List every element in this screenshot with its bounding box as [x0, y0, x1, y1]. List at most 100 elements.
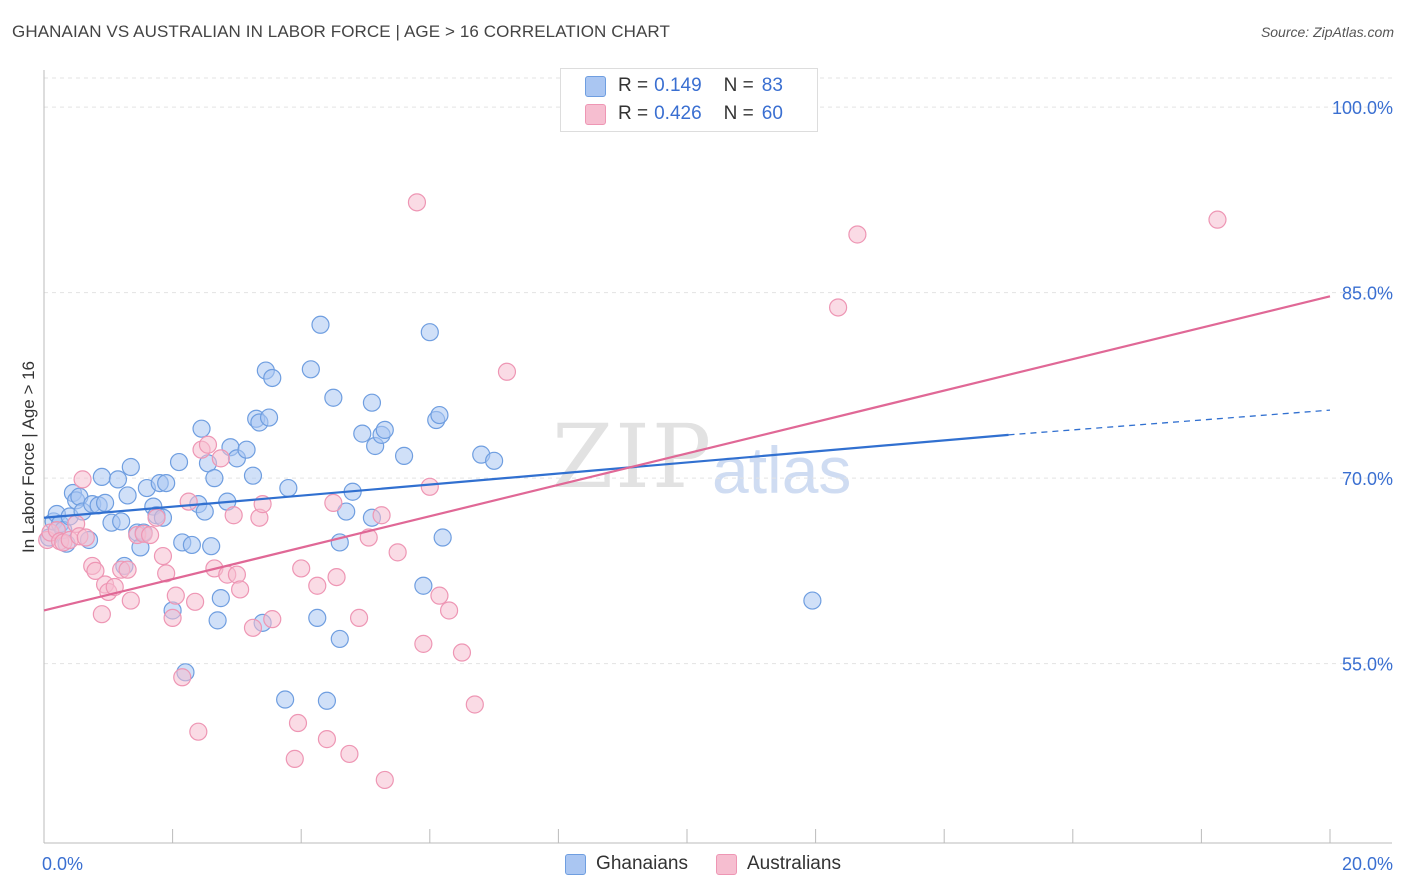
australian-point	[430, 586, 449, 605]
australian-point	[157, 564, 176, 583]
australian-point	[1208, 210, 1227, 229]
series-label-australians: Australians	[746, 853, 841, 874]
ghanaian-point	[330, 629, 349, 649]
chart-title: GHANAIAN VS AUSTRALIAN IN LABOR FORCE | …	[12, 22, 670, 41]
australian-point	[420, 477, 439, 496]
australian-trend-line	[43, 295, 1331, 612]
series-swatch-australians	[715, 853, 737, 875]
ghanaian-point	[243, 466, 263, 485]
series-legend: Ghanaians Australians	[0, 850, 1406, 878]
australian-point	[263, 610, 282, 629]
australian-point	[243, 618, 263, 637]
series-legend-australians[interactable]: Australians	[715, 853, 841, 875]
australian-point	[414, 634, 433, 653]
australian-point	[375, 770, 394, 790]
ghanaian-point	[420, 323, 439, 342]
australian-point	[372, 506, 391, 525]
x-tick-label: 20.0%	[1342, 854, 1393, 874]
ghanaian-point	[301, 360, 320, 379]
ghanaian-point	[324, 388, 343, 407]
ghanaian-point	[279, 478, 298, 498]
australian-point	[285, 749, 304, 768]
ghanaian-trend-extension	[1008, 409, 1331, 436]
ghanaian-point	[353, 424, 372, 443]
ghanaian-point	[108, 470, 128, 489]
australian-point	[292, 559, 311, 578]
australian-point	[497, 362, 517, 381]
y-tick-label: 70.0%	[1342, 469, 1393, 489]
australian-point	[186, 592, 205, 611]
australian-point	[166, 586, 185, 605]
australian-point	[211, 449, 230, 468]
ghanaian-point	[375, 420, 394, 440]
australian-point	[173, 668, 192, 687]
ghanaian-point	[803, 591, 822, 610]
legend-r-value: 0.149	[654, 75, 702, 96]
watermark-atlas: atlas	[712, 433, 852, 507]
legend-row-ghanaians: R = 0.149 N = 83	[585, 73, 783, 99]
series-swatch-ghanaians	[565, 853, 587, 875]
australian-point	[288, 713, 308, 733]
y-axis-label: In Labor Force | Age > 16	[19, 361, 38, 553]
source-credit: Source: ZipAtlas.com	[1260, 24, 1394, 40]
axis-layer	[43, 70, 1392, 844]
legend-n-label: N =	[723, 75, 754, 96]
point-layer	[38, 193, 1227, 790]
correlation-legend: R = 0.149 N = 83 R = 0.426 N = 60	[560, 68, 818, 132]
ghanaian-point	[192, 419, 211, 438]
australian-point	[340, 744, 359, 764]
australian-point	[231, 580, 250, 599]
y-tick-label: 55.0%	[1342, 655, 1393, 675]
ghanaian-point	[259, 408, 279, 427]
ghanaian-point	[182, 535, 201, 555]
australian-point	[388, 543, 407, 562]
legend-r-label: R =	[618, 75, 649, 96]
legend-r-value: 0.426	[654, 103, 702, 124]
australian-point	[224, 506, 243, 525]
ghanaian-point	[394, 446, 414, 465]
australian-point	[189, 722, 208, 741]
legend-r-label: R =	[618, 103, 649, 124]
ghanaian-point	[414, 576, 433, 595]
ghanaian-point	[118, 486, 137, 505]
legend-swatch-ghanaians	[585, 75, 606, 97]
ghanaian-point	[317, 691, 337, 710]
australian-point	[308, 576, 327, 595]
ghanaian-point	[485, 451, 504, 470]
ghanaian-point	[430, 405, 449, 425]
ghanaian-point	[92, 467, 111, 487]
australian-point	[317, 730, 337, 749]
ghanaian-point	[263, 368, 282, 388]
x-tick-label: 0.0%	[42, 854, 83, 874]
australian-point	[121, 591, 140, 610]
australian-point	[452, 643, 472, 662]
ghanaian-point	[157, 473, 176, 493]
australian-point	[163, 608, 182, 628]
series-legend-ghanaians[interactable]: Ghanaians	[565, 853, 688, 875]
australian-point	[92, 605, 111, 624]
watermark-zip: ZIP	[552, 405, 714, 508]
ghanaian-point	[112, 512, 131, 531]
australian-point	[76, 528, 95, 547]
ghanaian-trend-line	[43, 433, 1009, 519]
ghanaian-point	[169, 452, 189, 472]
ghanaian-point	[121, 457, 140, 477]
ghanaian-point	[276, 690, 295, 709]
legend-row-australians: R = 0.426 N = 60	[585, 101, 783, 127]
ghanaian-point	[311, 315, 330, 334]
legend-n-value: 83	[761, 75, 783, 96]
ghanaian-point	[208, 611, 227, 630]
label-layer: 100.0% 85.0% 70.0% 55.0% 0.0% 20.0% In Labor F…	[19, 98, 1393, 874]
australian-point	[179, 492, 198, 511]
australian-point	[86, 561, 105, 581]
grid-layer	[44, 77, 1392, 665]
australian-point	[324, 493, 343, 512]
australian-point	[407, 193, 427, 212]
australian-point	[465, 695, 484, 714]
australian-point	[439, 601, 459, 620]
ghanaian-point	[202, 537, 221, 556]
y-tick-label: 100.0%	[1332, 98, 1393, 118]
legend-n-label: N =	[723, 103, 754, 124]
australian-point	[147, 508, 166, 527]
